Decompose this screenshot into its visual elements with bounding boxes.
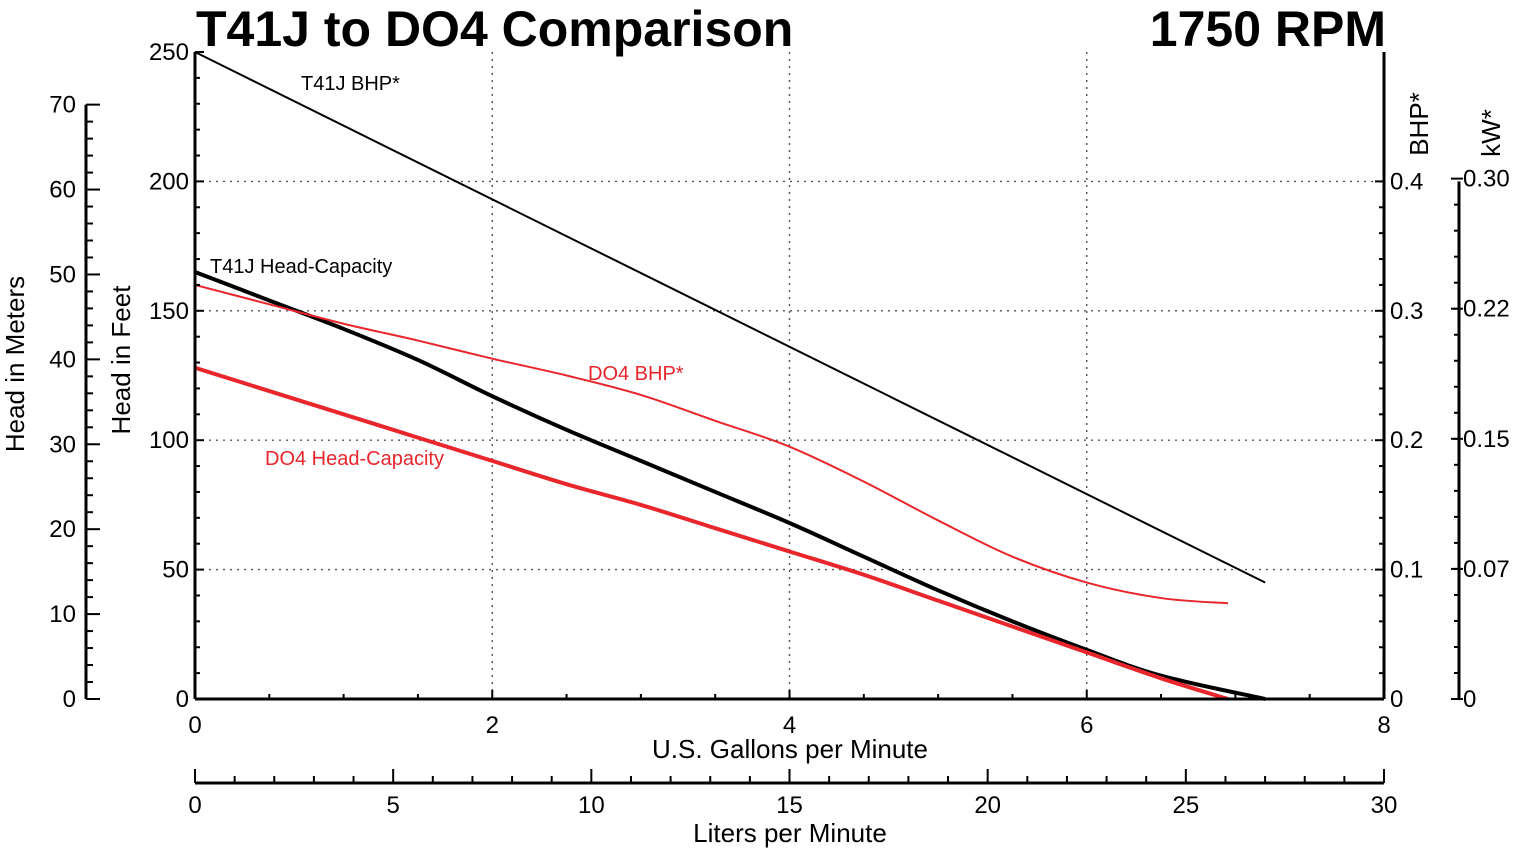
lpm-tick-label: 10: [578, 792, 605, 819]
bhp-tick-label: 0.2: [1390, 427, 1423, 454]
chart-subtitle: 1750 RPM: [1150, 1, 1386, 57]
x-tick-label: 8: [1377, 712, 1390, 739]
x-axis-title: U.S. Gallons per Minute: [652, 734, 928, 764]
y-axis-title-bhp: BHP*: [1404, 92, 1434, 156]
y-tick-label: 50: [162, 557, 189, 584]
y-tick-label: 100: [149, 427, 189, 454]
series-line-do4-head-capacity: [194, 365, 1229, 701]
series-line-t41j-head-capacity: [194, 270, 1266, 701]
meters-tick-label: 40: [49, 346, 76, 373]
kw-tick-label: 0.07: [1463, 556, 1510, 583]
kw-tick-label: 0.15: [1463, 426, 1510, 453]
gridlines: [195, 52, 1384, 699]
meters-tick-label: 0: [63, 686, 76, 713]
series-line-t41j-bhp: [194, 51, 1266, 584]
series-label-do4-head-capacity: DO4 Head-Capacity: [265, 448, 444, 470]
y-axis-title-kw: kW*: [1476, 109, 1506, 157]
x-tick-label: 0: [188, 712, 201, 739]
bhp-tick-label: 0.3: [1390, 298, 1423, 325]
bhp-tick-label: 0.1: [1390, 557, 1423, 584]
lpm-tick-label: 30: [1371, 792, 1398, 819]
lpm-tick-label: 25: [1172, 792, 1199, 819]
lpm-tick-label: 5: [386, 792, 399, 819]
meters-tick-label: 70: [49, 92, 76, 119]
y-tick-label: 200: [149, 168, 189, 195]
series-label-t41j-bhp: T41J BHP*: [301, 73, 400, 95]
bhp-tick-label: 0: [1390, 686, 1403, 713]
y-tick-label: 0: [176, 686, 189, 713]
x-tick-label: 2: [486, 712, 499, 739]
lpm-tick-label: 0: [188, 792, 201, 819]
series-label-do4-bhp: DO4 BHP*: [588, 363, 684, 385]
meters-tick-label: 20: [49, 516, 76, 543]
kw-tick-label: 0: [1463, 686, 1476, 713]
meters-tick-label: 30: [49, 431, 76, 458]
bhp-tick-label: 0.4: [1390, 168, 1423, 195]
kw-tick-label: 0.30: [1463, 166, 1510, 193]
y-tick-label: 150: [149, 298, 189, 325]
y-axis-title-feet: Head in Feet: [106, 285, 136, 435]
y-axis-title-meters: Head in Meters: [0, 276, 30, 452]
x-tick-label: 6: [1080, 712, 1093, 739]
x2-axis-title: Liters per Minute: [693, 818, 887, 848]
series-label-t41j-head-capacity: T41J Head-Capacity: [210, 256, 392, 278]
meters-tick-label: 10: [49, 601, 76, 628]
series-labels: T41J Head-Capacity T41J BHP* DO4 Head-Capa…: [210, 73, 684, 470]
meters-tick-label: 50: [49, 261, 76, 288]
y-tick-label: 250: [149, 39, 189, 66]
chart-title: T41J to DO4 Comparison: [196, 1, 793, 57]
kw-tick-label: 0.22: [1463, 296, 1510, 323]
data-series: [194, 51, 1266, 701]
lpm-tick-label: 20: [974, 792, 1001, 819]
series-line-do4-bhp: [194, 283, 1229, 605]
x-tick-label: 4: [783, 712, 796, 739]
lpm-tick-label: 15: [776, 792, 803, 819]
meters-tick-label: 60: [49, 177, 76, 204]
